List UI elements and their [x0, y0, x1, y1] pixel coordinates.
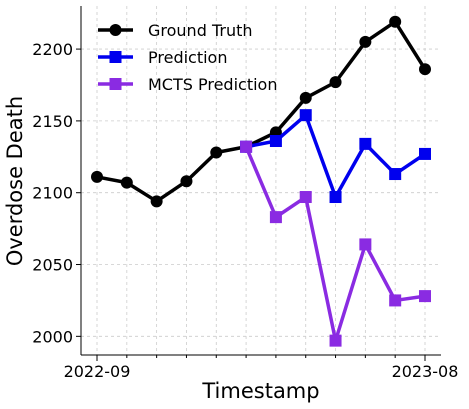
axes — [80, 6, 441, 356]
y-tick-label: 2000 — [32, 327, 73, 346]
data-point — [150, 195, 163, 208]
data-point — [269, 135, 282, 148]
x-tick-label: 2022-09 — [64, 362, 131, 381]
data-point — [299, 91, 312, 104]
legend-label: MCTS Prediction — [148, 75, 277, 94]
data-point — [210, 146, 223, 159]
data-point — [359, 35, 372, 48]
data-point — [359, 137, 372, 150]
legend-marker — [109, 78, 122, 90]
x-axis-title: Timestamp — [201, 379, 319, 403]
data-point — [329, 191, 342, 204]
data-point — [329, 334, 342, 347]
data-point — [419, 63, 431, 76]
data-point — [240, 140, 253, 153]
data-point — [180, 175, 193, 188]
y-tick-label: 2200 — [32, 40, 73, 59]
data-point — [299, 109, 312, 122]
y-tick-label: 2100 — [32, 184, 73, 203]
data-point — [91, 170, 103, 183]
data-point — [120, 176, 133, 189]
legend-label: Prediction — [148, 48, 227, 67]
legend-marker — [109, 51, 122, 63]
legend-label: Ground Truth — [148, 21, 253, 40]
data-point — [419, 147, 431, 160]
y-tick-label: 2150 — [32, 112, 73, 131]
x-tick-label: 2023-08 — [392, 362, 459, 381]
data-point — [269, 211, 282, 224]
data-point — [329, 76, 342, 89]
legend-marker — [109, 24, 122, 36]
data-point — [389, 168, 402, 181]
ticks: 2000 2050 2100 2150 2200 2022-09 2023-08 — [32, 40, 458, 381]
legend: Ground Truth Prediction MCTS Prediction — [98, 21, 277, 94]
data-point — [389, 294, 402, 307]
data-point — [359, 238, 372, 251]
data-point — [299, 191, 312, 204]
y-tick-label: 2050 — [32, 256, 73, 275]
series-layer — [91, 15, 431, 347]
data-point — [389, 15, 402, 28]
y-axis-title: Overdose Death — [3, 96, 27, 266]
data-point — [419, 290, 431, 303]
